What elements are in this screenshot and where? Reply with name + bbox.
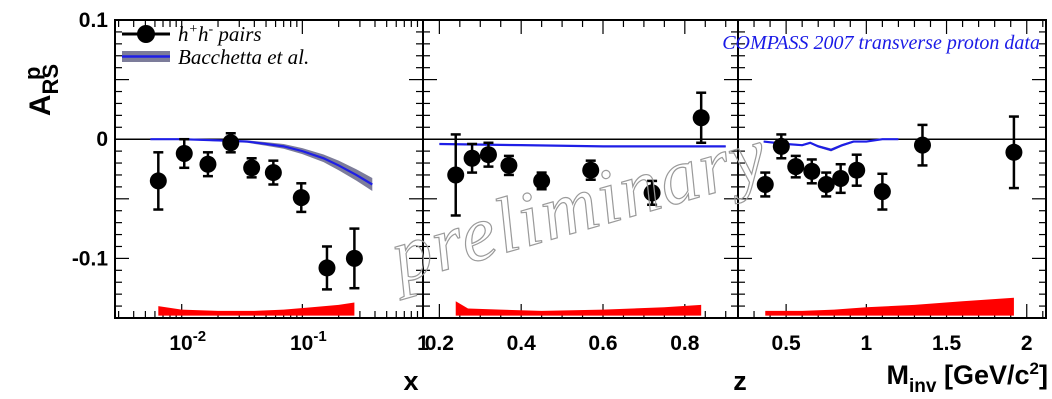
x-tick-label: 10-1 — [290, 328, 327, 355]
x-tick-label: 2 — [1021, 332, 1033, 355]
data-point — [582, 161, 600, 179]
data-point — [643, 184, 661, 202]
data-point — [1005, 143, 1023, 161]
panels-layer: 10-2 10-1 10.2 0.4 0.6 0.8 0.5 1 1.5 20.10-0.1 — [72, 9, 1047, 355]
data-point — [772, 137, 790, 155]
panel-minv: 0.5 1 1.5 2 — [737, 19, 1047, 355]
panel-x: 10-2 10-1 1 — [114, 19, 429, 355]
y-tick-label: -0.1 — [72, 247, 109, 270]
theory-line — [150, 138, 373, 186]
data-point — [803, 162, 821, 180]
y-axis-title-sub: RS — [38, 64, 63, 95]
data-point — [692, 109, 710, 127]
x-tick-label: 10-2 — [169, 328, 206, 355]
data-point — [873, 183, 891, 201]
data-point — [479, 146, 497, 164]
x-axis-title-x: x — [403, 366, 418, 396]
data-point — [848, 161, 866, 179]
y-axis-title-main: A — [24, 94, 57, 116]
systematic-band — [158, 302, 355, 316]
data-point — [500, 156, 518, 174]
svg-text:ARS: ARS — [24, 64, 63, 116]
y-axis-title-sup: p — [20, 67, 45, 80]
y-tick-label: 0.1 — [79, 9, 109, 32]
data-point — [149, 172, 167, 190]
x-axis-title-minv: Minv [GeV/c2] — [887, 359, 1048, 397]
data-point — [832, 170, 850, 188]
x-axis-title-z: z — [733, 366, 747, 396]
x-tick-label: 1.5 — [932, 332, 962, 355]
data-point — [243, 159, 261, 177]
data-point — [787, 158, 805, 176]
legend-entry-data: h+h- pairs — [178, 22, 262, 46]
panel-z: 0.2 0.4 0.6 0.8 — [422, 19, 739, 355]
x-tick-label: 1 — [417, 332, 429, 355]
data-point — [222, 134, 240, 152]
experiment-label: COMPASS 2007 transverse proton data — [722, 32, 1040, 54]
data-point — [264, 164, 282, 182]
systematic-band — [765, 297, 1014, 316]
x-tick-label: 0.2 — [425, 332, 454, 355]
x-tick-label: 0.4 — [507, 332, 537, 355]
y-axis-title: ARS p — [20, 64, 63, 116]
data-point — [533, 172, 551, 190]
theory-line — [439, 142, 726, 148]
data-point — [756, 175, 774, 193]
data-point — [345, 249, 363, 267]
legend-marker-circle — [137, 25, 155, 43]
data-point — [199, 155, 217, 173]
data-point — [292, 189, 310, 207]
y-tick-label: 0 — [96, 128, 108, 151]
x-tick-label: 0.8 — [670, 332, 700, 355]
theory-line — [763, 138, 899, 152]
data-point — [817, 175, 835, 193]
legend: h+h- pairs Bacchetta et al. — [122, 22, 309, 69]
data-point — [463, 149, 481, 167]
x-tick-label: 0.6 — [588, 332, 617, 355]
data-point — [175, 145, 193, 163]
data-point — [318, 259, 336, 277]
preliminary-watermark: preliminary — [376, 109, 777, 301]
panel-frame — [737, 19, 1047, 319]
systematic-band — [455, 301, 702, 316]
data-point — [447, 166, 465, 184]
data-point — [913, 136, 931, 154]
x-tick-label: 1 — [860, 332, 872, 355]
legend-entry-theory: Bacchetta et al. — [178, 45, 309, 69]
x-tick-label: 0.5 — [772, 332, 802, 355]
